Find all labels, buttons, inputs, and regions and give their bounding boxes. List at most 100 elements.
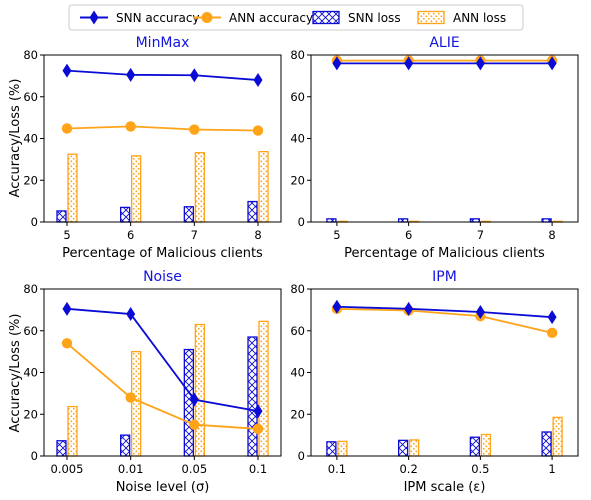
point-snn-accuracy [62,63,72,78]
legend-item-snn_acc: SNN accuracy [80,10,200,25]
y-tick-label: 60 [290,90,305,104]
bar-ann-loss [258,151,269,223]
point-ann-accuracy [125,121,136,132]
point-snn-accuracy [332,299,342,314]
x-tick-label: 7 [477,228,484,242]
y-tick-label: 60 [23,90,38,104]
x-axis-label: IPM scale (ε) [404,480,486,495]
axes-frame [310,288,579,457]
point-snn-accuracy [404,301,414,316]
point-snn-accuracy [62,301,72,316]
bar-snn-loss [397,439,409,457]
bar-snn-loss [247,336,258,457]
bar-ann-loss [131,155,142,223]
x-tick-label: 1 [548,462,555,476]
point-snn-accuracy [475,304,485,319]
bar-snn-loss [326,441,337,457]
x-tick-label: 7 [191,228,198,242]
y-tick-label: 20 [290,407,305,421]
x-tick-label: 0.2 [399,462,417,476]
x-tick-label: 5 [63,228,70,242]
panel-minmax: MinMax 0 20 40 60 80 5 6 7 8 Percentage of Malicio… [23,35,282,261]
bar-ann-loss [337,440,348,457]
legend-label: SNN accuracy [116,11,200,25]
point-ann-accuracy [252,125,264,136]
line-ann-accuracy [66,342,259,430]
point-snn-accuracy [404,56,414,71]
y-tick-label: 60 [23,324,38,338]
bar-snn-loss [120,434,131,457]
bar-ann-loss [552,416,563,457]
panel-title: MinMax [136,35,190,51]
bar-snn-loss [183,206,194,223]
point-ann-accuracy [189,124,200,135]
y-tick-label: 80 [290,48,305,62]
panel-noise: Noise 0 20 40 60 80 0.005 0.01 0.05 0.1 Noise leve… [23,269,282,495]
point-snn-accuracy [253,73,263,88]
y-tick-label: 0 [31,449,38,463]
point-ann-accuracy [252,423,264,435]
bar-ann-loss [480,433,492,457]
y-axis-label-top: Accuracy/Loss (%) [8,79,23,198]
y-tick-label: 20 [23,407,38,421]
point-ann-accuracy [189,419,200,430]
bar-snn-loss [120,206,131,223]
line-snn-accuracy [336,305,553,319]
y-tick-label: 40 [290,366,305,380]
y-tick-label: 40 [23,132,38,146]
legend-label: ANN accuracy [229,11,313,25]
legend-swatch [312,10,340,25]
line-ann-accuracy [66,125,259,132]
panel-title: IPM [432,269,457,285]
x-tick-label: 0.005 [51,462,84,476]
axes-frame [43,54,282,223]
y-axis-label-bottom: Accuracy/Loss (%) [8,314,23,433]
y-tick-label: 0 [298,449,305,463]
x-tick-label: 6 [127,228,134,242]
x-tick-label: 0.01 [118,462,144,476]
panel-title: ALIE [429,35,459,51]
point-snn-accuracy [253,404,263,419]
legend: SNN accuracy ANN accuracy SNN loss ANN loss [68,4,524,31]
axes-frame [310,54,579,223]
y-tick-label: 0 [298,215,305,229]
point-snn-accuracy [126,307,136,322]
y-tick-label: 80 [290,282,305,296]
point-snn-accuracy [189,68,199,83]
panel-title: Noise [143,269,182,285]
x-tick-label: 0.1 [328,462,346,476]
x-tick-label: 8 [548,228,555,242]
x-axis-label: Percentage of Malicious clients [344,246,545,261]
legend-item-ann_loss: ANN loss [417,10,506,25]
legend-item-snn_loss: SNN loss [312,10,401,25]
legend-label: ANN loss [453,11,506,25]
legend-marker [201,12,213,23]
point-snn-accuracy [547,310,557,325]
y-tick-label: 0 [31,215,38,229]
bar-ann-loss [408,439,420,457]
y-tick-label: 80 [23,282,38,296]
legend-item-ann_acc: ANN accuracy [193,11,313,25]
x-tick-label: 8 [254,228,261,242]
line-snn-accuracy [66,69,259,81]
y-tick-label: 60 [290,324,305,338]
bar-snn-loss [469,436,481,457]
x-axis-label: Noise level (σ) [116,480,210,495]
bar-snn-loss [247,200,258,223]
bar-ann-loss [131,350,142,457]
legend-label: SNN loss [348,11,401,25]
point-snn-accuracy [475,56,485,71]
y-tick-label: 80 [23,48,38,62]
line-ann-accuracy [336,307,553,334]
y-tick-label: 20 [290,173,305,187]
x-tick-label: 5 [333,228,340,242]
bar-ann-loss [194,323,205,457]
x-axis-label: Percentage of Malicious clients [62,246,263,261]
bar-ann-loss [194,152,205,223]
bar-ann-loss [67,405,78,457]
x-tick-label: 0.1 [249,462,267,476]
point-ann-accuracy [125,392,136,403]
